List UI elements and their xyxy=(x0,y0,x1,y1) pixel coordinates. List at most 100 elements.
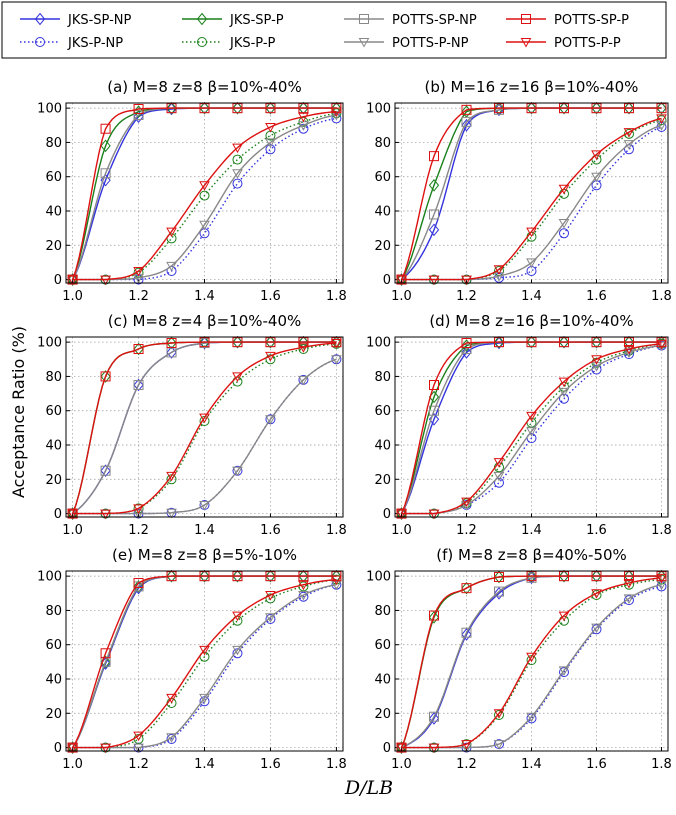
tick-label-x: 1.2 xyxy=(128,289,149,304)
data-point xyxy=(591,335,602,349)
data-point xyxy=(558,377,570,388)
tick-label-y: 0 xyxy=(383,507,391,522)
data-point xyxy=(493,265,505,275)
data-point xyxy=(133,110,144,120)
data-point xyxy=(265,138,276,148)
data-point xyxy=(461,583,472,594)
data-point xyxy=(461,497,472,508)
data-point xyxy=(526,258,537,268)
legend-label: JKS-SP-P xyxy=(229,13,284,28)
tick-label-x: 1.4 xyxy=(194,757,215,772)
data-point xyxy=(166,261,177,272)
data-point xyxy=(298,112,309,123)
data-point xyxy=(493,101,505,115)
data-point xyxy=(232,178,243,189)
tick-label-x: 1.6 xyxy=(260,757,281,772)
data-point xyxy=(298,103,309,114)
data-point xyxy=(494,477,504,488)
data-point xyxy=(265,613,276,623)
data-point xyxy=(298,344,309,354)
data-point xyxy=(166,734,177,744)
tick-label-y: 60 xyxy=(45,404,62,419)
data-point xyxy=(656,121,667,131)
tick-label-x: 1.2 xyxy=(456,523,477,538)
data-point xyxy=(265,144,276,155)
data-point xyxy=(591,337,602,348)
tick-label-y: 80 xyxy=(374,370,391,385)
data-point xyxy=(623,140,635,150)
data-point xyxy=(493,709,505,719)
chart-title: (e) M=8 z=8 β=5%-10% xyxy=(112,546,297,564)
data-point xyxy=(331,355,342,365)
tick-label-y: 0 xyxy=(54,507,62,522)
data-point xyxy=(461,116,472,127)
series-line xyxy=(400,107,662,281)
data-point xyxy=(100,168,111,179)
data-point xyxy=(166,338,177,348)
data-point xyxy=(67,509,78,520)
series-line xyxy=(71,341,337,514)
tick-label-y: 80 xyxy=(45,604,62,619)
data-point xyxy=(558,611,570,622)
data-point xyxy=(199,693,210,704)
data-point xyxy=(166,103,177,114)
data-point xyxy=(623,345,635,355)
data-point xyxy=(428,223,440,237)
data-point xyxy=(232,101,243,115)
series-line xyxy=(401,107,662,281)
data-point xyxy=(591,589,602,599)
data-point xyxy=(298,580,309,591)
series-potts-sp-p xyxy=(67,337,342,519)
tick-label-x: 1.0 xyxy=(62,289,83,304)
data-point xyxy=(461,346,472,359)
data-point xyxy=(232,337,243,348)
data-point xyxy=(494,572,504,582)
data-point xyxy=(133,504,144,514)
data-point xyxy=(265,593,276,604)
data-point xyxy=(133,743,144,754)
data-point xyxy=(166,336,177,350)
legend-box xyxy=(1,1,667,59)
legend-marker xyxy=(196,12,208,26)
series-potts-p-p xyxy=(396,114,667,286)
chart-title: (f) M=8 z=8 β=40%-50% xyxy=(436,546,627,564)
y-axis-label: Acceptance Ratio (%) xyxy=(9,326,28,498)
tick-label-y: 20 xyxy=(45,473,62,488)
data-point xyxy=(232,648,243,659)
data-point xyxy=(526,569,537,583)
data-point xyxy=(591,571,602,582)
data-point xyxy=(199,571,210,582)
tick-label-x: 1.6 xyxy=(586,757,607,772)
legend-label: JKS-SP-NP xyxy=(67,13,132,28)
data-point xyxy=(166,571,177,582)
data-point xyxy=(558,666,570,676)
data-point xyxy=(265,571,276,582)
series-line xyxy=(400,107,662,280)
data-point xyxy=(494,586,504,597)
data-point xyxy=(526,337,537,348)
data-point xyxy=(265,101,276,115)
data-point xyxy=(461,118,472,132)
data-point xyxy=(100,123,111,134)
data-point xyxy=(100,648,111,659)
data-point xyxy=(166,508,177,519)
data-point xyxy=(559,393,569,404)
data-point xyxy=(558,219,570,229)
data-point xyxy=(331,111,342,121)
data-point xyxy=(133,578,144,588)
tick-label-y: 80 xyxy=(374,136,391,151)
data-point xyxy=(199,336,210,350)
data-point xyxy=(100,464,111,478)
data-point xyxy=(428,178,440,192)
plot-frame xyxy=(65,102,344,284)
data-point xyxy=(624,128,634,139)
tick-label-y: 80 xyxy=(45,370,62,385)
data-point xyxy=(494,710,504,720)
series-line xyxy=(71,107,337,280)
legend-label: POTTS-P-P xyxy=(554,36,621,51)
series-line xyxy=(400,575,662,748)
data-point xyxy=(166,569,177,583)
legend-label: JKS-P-P xyxy=(229,36,276,51)
data-point xyxy=(428,275,440,286)
